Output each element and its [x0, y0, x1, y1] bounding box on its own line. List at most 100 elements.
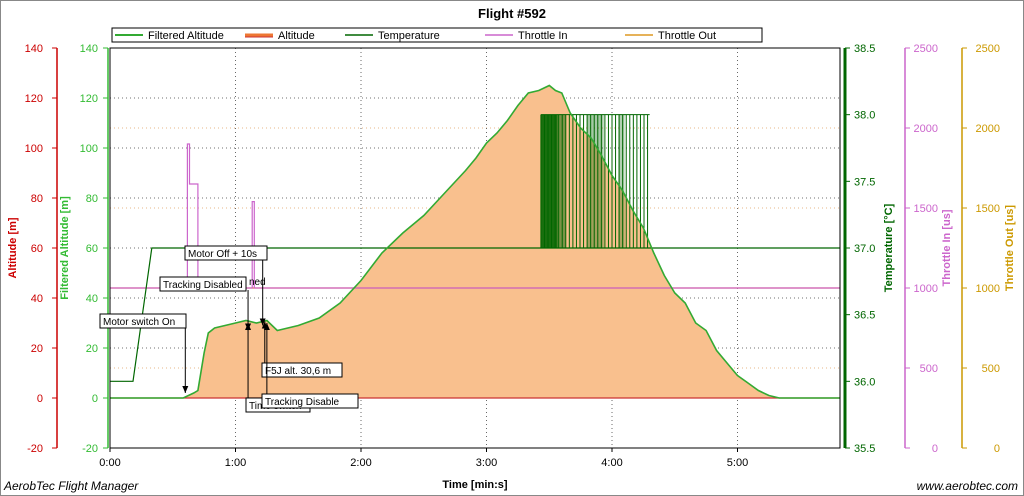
- legend-box: [111, 27, 763, 43]
- axes: 0:00 1:00 2:00 3:00 4:00 5:00 -20 0 20 40 60 80 100 1…: [7, 43, 1016, 469]
- y-tick-label: -20: [82, 443, 98, 455]
- annotation-box: [184, 245, 268, 261]
- y-tick-label: -20: [27, 443, 43, 455]
- temperature-switch-block: [618, 114, 625, 249]
- x-tick-label: 2:00: [350, 457, 371, 469]
- y-axis-label: Filtered Altitude [m]: [59, 196, 71, 300]
- x-tick-label: 3:00: [476, 457, 497, 469]
- series-filtered-altitude: [110, 84, 840, 399]
- y-tick-label: 0: [92, 393, 98, 405]
- y-tick-label: 36.5: [854, 310, 875, 322]
- series-throttle-in: [110, 143, 840, 289]
- y-tick-label: 36.0: [854, 376, 875, 388]
- annotation-label: Motor Off + 10s: [188, 249, 257, 260]
- legend-item: Temperature: [345, 30, 440, 42]
- footer-website: www.aerobtec.com: [917, 479, 1018, 493]
- y-tick-label: 500: [920, 363, 938, 375]
- y-tick-label: 1000: [914, 283, 938, 295]
- y-tick-label: 60: [86, 243, 98, 255]
- legend-item: Filtered Altitude: [115, 30, 224, 42]
- y-tick-label: 20: [86, 343, 98, 355]
- annotation: Motor Off + 10s: [184, 245, 268, 326]
- y-axis-throttle_in: 0 500 1000 1500 2000 2500 Throttle In [us]: [904, 43, 953, 455]
- annotation-partial-label: ned: [249, 277, 266, 288]
- annotation-label: Motor switch On: [103, 317, 175, 328]
- y-tick-label: 38.5: [854, 43, 875, 55]
- y-tick-label: 120: [80, 93, 98, 105]
- x-tick-label: 5:00: [727, 457, 748, 469]
- annotations: Motor switch On Tracking Disabled Motor Of…: [99, 245, 359, 413]
- legend-items: Filtered Altitude Altitude Temperature Thro…: [115, 30, 716, 42]
- y-tick-label: 100: [80, 143, 98, 155]
- chart-title: Flight #592: [478, 6, 546, 21]
- temperature-switch-block: [540, 114, 558, 249]
- y-axis-label: Throttle Out [us]: [1004, 205, 1016, 291]
- y-tick-label: 140: [80, 43, 98, 55]
- y-tick-label: 140: [25, 43, 43, 55]
- y-tick-label: 0: [37, 393, 43, 405]
- legend-item: Altitude: [245, 30, 315, 42]
- annotation-arrow: [259, 318, 266, 326]
- y-tick-label: 35.5: [854, 443, 875, 455]
- annotation: Tracking Disable: [261, 323, 359, 409]
- series-lines: [110, 84, 840, 399]
- y-tick-label: 2500: [976, 43, 1000, 55]
- y-tick-label: 60: [31, 243, 43, 255]
- y-tick-label: 100: [25, 143, 43, 155]
- filled-altitude-area: [110, 85, 840, 398]
- y-tick-label: 1500: [976, 203, 1000, 215]
- y-tick-label: 2000: [914, 123, 938, 135]
- annotation: Tracking Disabled: [159, 276, 252, 331]
- y-tick-label: 2000: [976, 123, 1000, 135]
- annotation-arrow: [182, 386, 189, 393]
- y-tick-label: 80: [86, 193, 98, 205]
- y-axis-label: Temperature [°C]: [883, 203, 895, 292]
- y-axis-filtered: -20 0 20 40 60 80 100 120 140 Filtered Altitude […: [59, 43, 109, 455]
- x-tick-label: 0:00: [99, 457, 120, 469]
- y-axis-throttle_out: 0 500 1000 1500 2000 2500 Throttle Out [us]: [961, 43, 1016, 455]
- y-axis-label: Altitude [m]: [7, 217, 19, 278]
- annotation: Motor switch On: [99, 313, 189, 393]
- annotation-arrow: [245, 323, 252, 330]
- annotation-box: [99, 313, 187, 329]
- legend-label: Throttle Out: [658, 30, 716, 42]
- y-tick-label: 37.5: [854, 176, 875, 188]
- annotation-label: Tracking Disabled: [163, 280, 243, 291]
- y-tick-label: 80: [31, 193, 43, 205]
- y-tick-label: 40: [31, 293, 43, 305]
- y-tick-label: 40: [86, 293, 98, 305]
- y-tick-label: 37.0: [854, 243, 875, 255]
- legend-label: Temperature: [378, 30, 440, 42]
- annotation-arrow: [263, 323, 270, 330]
- annotation-box: [261, 362, 343, 378]
- y-axis-temperature: 35.5 36.0 36.5 37.0 37.5 38.0 38.5 Temperature …: [843, 43, 895, 455]
- legend-label: Filtered Altitude: [148, 30, 224, 42]
- y-axis-altitude: -20 0 20 40 60 80 100 120 140 Altitude [m]: [7, 43, 58, 455]
- y-tick-label: 20: [31, 343, 43, 355]
- x-tick-label: 4:00: [601, 457, 622, 469]
- y-tick-label: 0: [994, 443, 1000, 455]
- plot-frame: [109, 47, 841, 449]
- x-tick-label: 1:00: [225, 457, 246, 469]
- y-tick-label: 2500: [914, 43, 938, 55]
- annotation-label: Tracking Disable: [265, 397, 340, 408]
- legend-item: Throttle Out: [625, 30, 716, 42]
- legend: Filtered Altitude Altitude Temperature Thro…: [111, 27, 763, 43]
- annotation-label: F5J alt. 30,6 m: [265, 366, 331, 377]
- annotation-box: [261, 393, 359, 409]
- legend-label: Throttle In: [518, 30, 568, 42]
- annotation-box: [159, 276, 247, 292]
- y-axis-label: Throttle In [us]: [941, 209, 953, 286]
- y-tick-label: 500: [982, 363, 1000, 375]
- legend-item: Throttle In: [485, 30, 568, 42]
- y-tick-label: 38.0: [854, 110, 875, 122]
- y-tick-label: 0: [932, 443, 938, 455]
- legend-label: Altitude: [278, 30, 315, 42]
- filtered-altitude-fill: [110, 85, 840, 398]
- x-axis-label: Time [min:s]: [442, 479, 508, 491]
- y-tick-label: 1000: [976, 283, 1000, 295]
- footer-app-name: AerobTec Flight Manager: [3, 479, 139, 493]
- y-tick-label: 120: [25, 93, 43, 105]
- y-tick-label: 1500: [914, 203, 938, 215]
